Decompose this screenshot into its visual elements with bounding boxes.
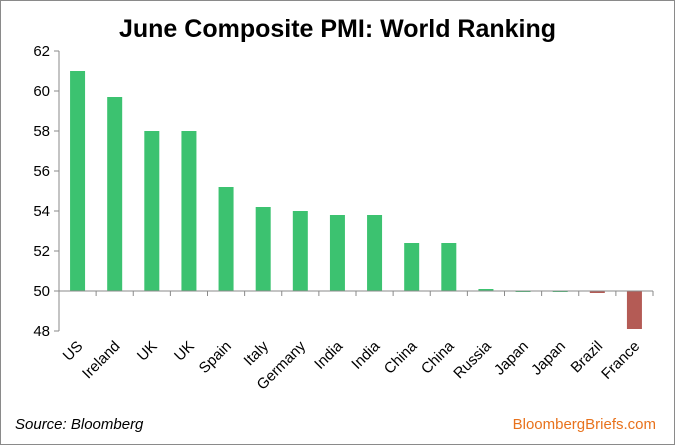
bar [70,71,86,291]
y-tick-label: 54 [33,203,50,220]
bar [626,291,642,329]
x-category-label: UK [171,338,198,365]
bar [107,97,123,291]
x-category-label: China [381,337,421,377]
chart-title: June Composite PMI: World Ranking [118,15,557,43]
brand-watermark: BloombergBriefs.com [512,416,656,433]
x-category-label: India [348,337,383,372]
x-category-label: Spain [196,338,235,377]
x-category-label: Japan [491,338,532,379]
bar [367,215,383,291]
y-tick-label: 58 [33,123,50,140]
bar [292,211,308,291]
x-category-label: US [60,338,87,365]
bar [218,187,234,291]
x-category-label: India [311,337,346,372]
y-tick-label: 48 [33,323,50,340]
y-tick-label: 50 [33,283,50,300]
bar [478,289,494,291]
x-category-label: Italy [241,337,273,369]
x-category-label: Japan [528,338,569,379]
source-note: Source: Bloomberg [15,416,144,433]
x-category-label: Russia [450,337,495,382]
x-category-label: UK [134,338,161,365]
bar [589,291,605,293]
y-tick-label: 60 [33,83,50,100]
bar [404,243,420,291]
bar [441,243,457,291]
bar [144,131,160,291]
x-category-label: France [598,338,643,383]
bar [181,131,197,291]
y-tick-label: 56 [33,163,50,180]
bar [255,207,271,291]
bar [329,215,345,291]
x-category-label: Ireland [79,338,123,382]
y-tick-label: 62 [33,43,50,60]
y-tick-label: 52 [33,243,50,260]
